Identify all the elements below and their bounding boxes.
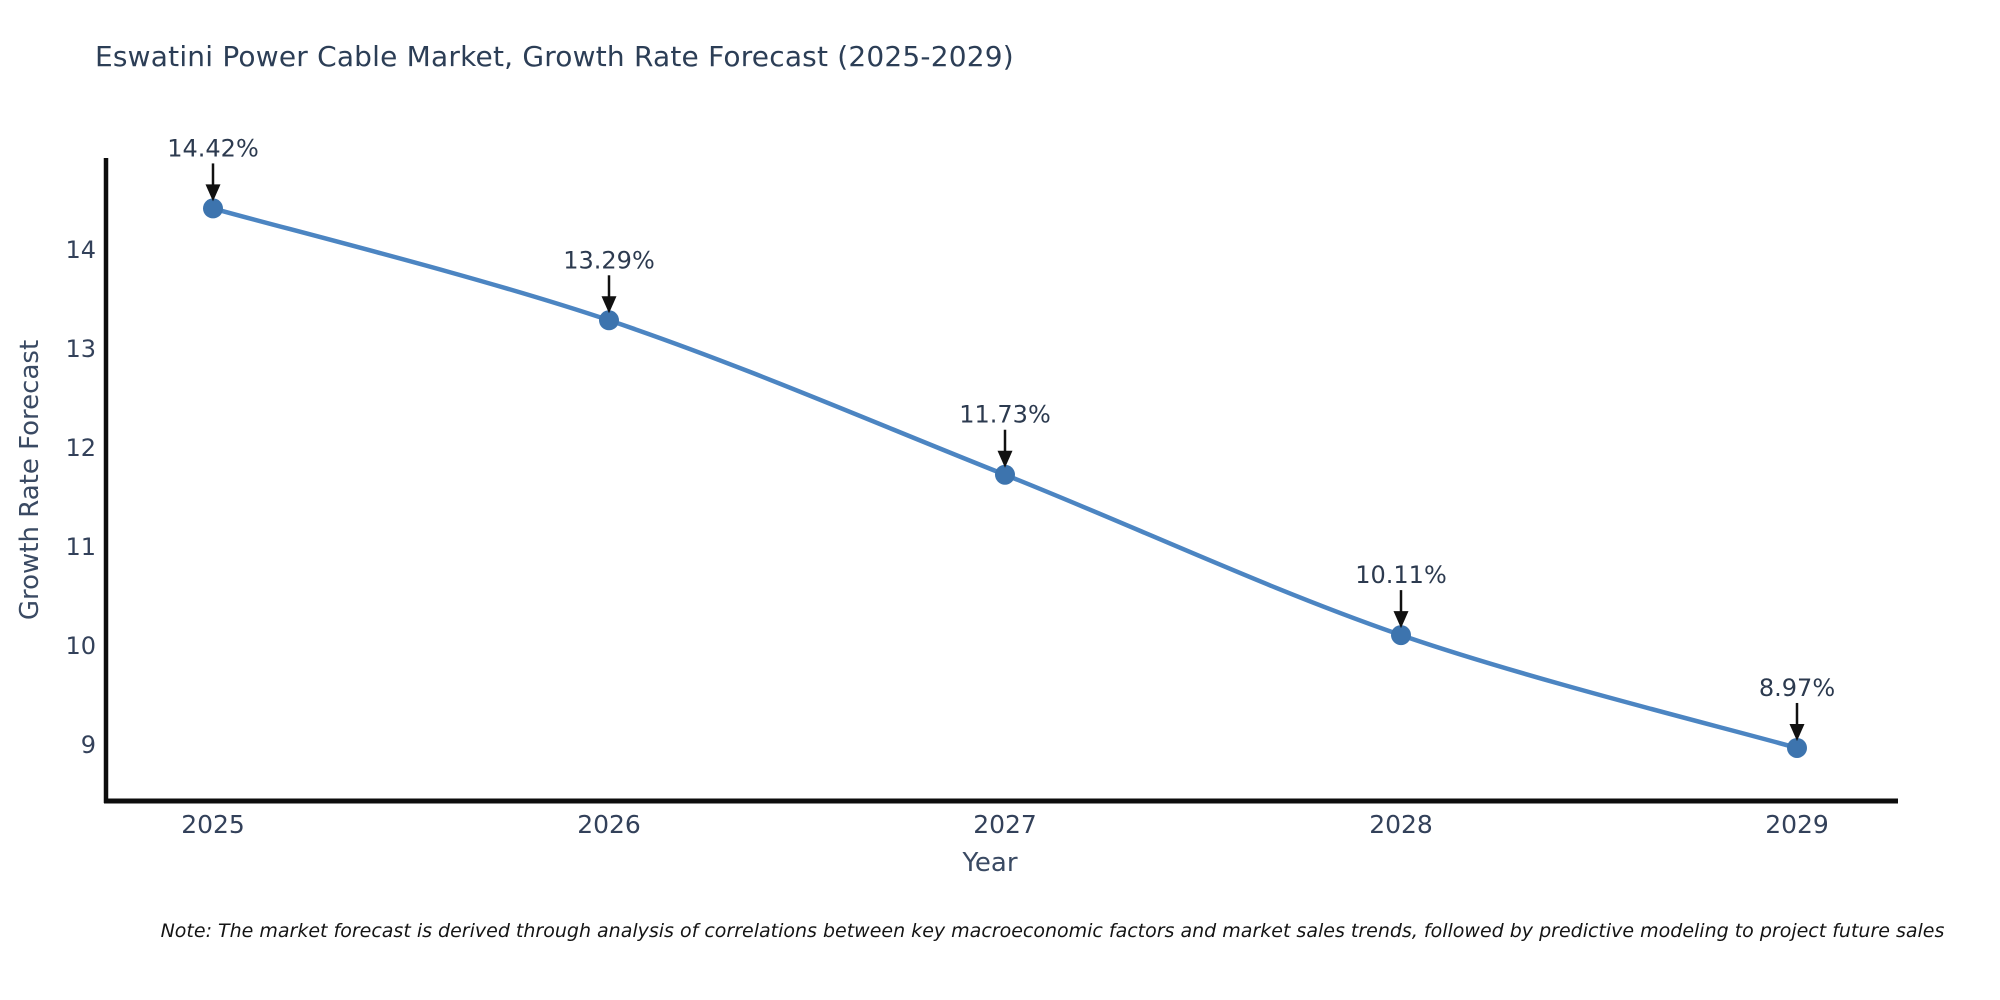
- x-tick-label: 2027: [973, 810, 1037, 839]
- data-point-label: 13.29%: [563, 246, 655, 274]
- data-point-2025: [203, 198, 223, 219]
- x-tick-label: 2025: [181, 810, 245, 839]
- x-tick-label: 2029: [1765, 810, 1829, 839]
- annotation-arrow-head: [997, 450, 1013, 468]
- y-tick-label: 10: [65, 632, 96, 660]
- y-tick-label: 14: [65, 236, 96, 264]
- data-point-label: 11.73%: [959, 401, 1051, 429]
- data-point-2028: [1391, 625, 1411, 646]
- x-tick-label: 2028: [1369, 810, 1433, 839]
- annotation-arrow-head: [1789, 723, 1805, 741]
- data-point-label: 8.97%: [1759, 674, 1835, 702]
- annotation-arrow-head: [205, 184, 221, 202]
- data-point-2027: [995, 464, 1015, 485]
- annotation-arrow-head: [1393, 611, 1409, 629]
- data-point-label: 10.11%: [1355, 561, 1447, 589]
- x-tick-label: 2026: [577, 810, 641, 839]
- chart-title: Eswatini Power Cable Market, Growth Rate…: [95, 40, 1014, 73]
- y-tick-label: 9: [81, 731, 96, 759]
- y-tick-label: 13: [65, 335, 96, 363]
- y-tick-label: 11: [65, 533, 96, 561]
- footnote: Note: The market forecast is derived thr…: [160, 920, 1945, 942]
- data-point-2026: [599, 310, 619, 331]
- annotation-arrow-head: [601, 296, 617, 314]
- y-tick-label: 12: [65, 434, 96, 462]
- data-point-label: 14.42%: [167, 134, 259, 162]
- data-point-2029: [1787, 737, 1807, 758]
- x-axis-title: Year: [962, 848, 1018, 878]
